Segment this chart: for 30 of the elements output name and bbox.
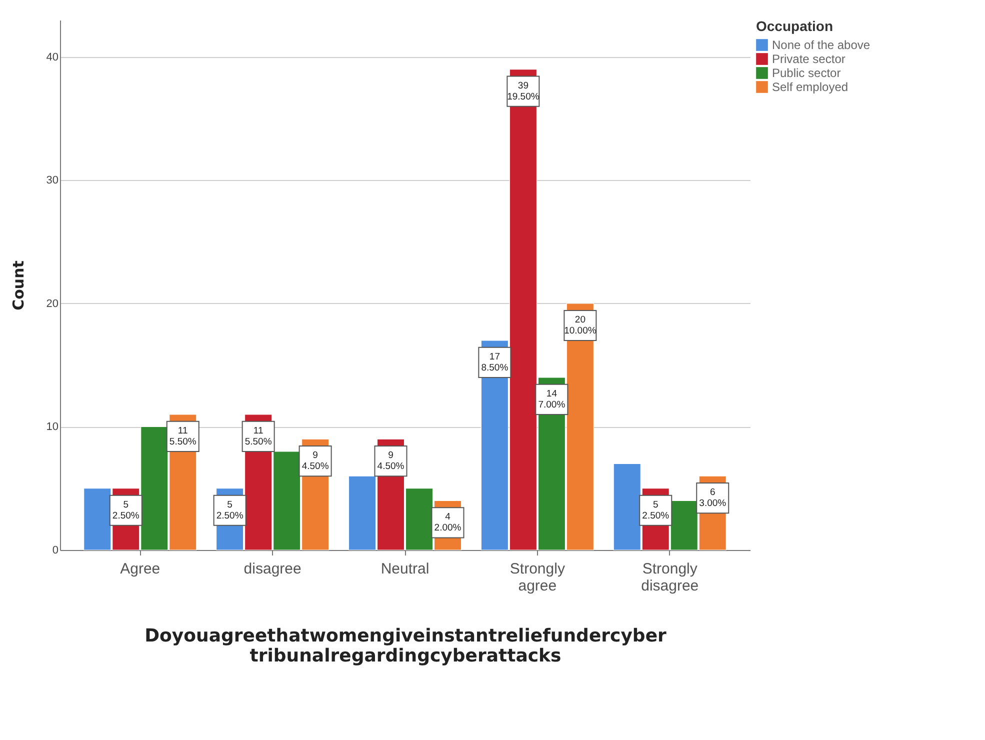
data-label: 11 5.50% — [244, 425, 272, 448]
legend-label: Self employed — [772, 80, 848, 94]
legend-label: None of the above — [772, 38, 870, 52]
legend-label: Public sector — [772, 66, 841, 80]
legend-label: Private sector — [772, 52, 846, 66]
data-label: 9 4.50% — [377, 450, 405, 472]
data-label: 14 7.00% — [538, 388, 566, 410]
data-label: 11 5.50% — [169, 425, 197, 448]
y-axis-title: Count — [9, 260, 28, 310]
x-tick-label: Strongly agree — [510, 560, 566, 594]
x-tick-label: Strongly disagree — [641, 560, 699, 594]
data-label: 17 8.50% — [481, 351, 509, 374]
x-tick-label: Agree — [120, 560, 160, 578]
y-tick-label: 0 — [52, 544, 58, 556]
y-tick-label: 30 — [46, 174, 58, 187]
data-label: 39 19.50% — [507, 80, 540, 102]
data-label: 4 2.00% — [434, 512, 462, 534]
data-label: 6 3.00% — [699, 487, 727, 510]
data-label: 9 4.50% — [302, 450, 330, 472]
data-label: 5 2.50% — [642, 499, 670, 522]
y-tick-label: 40 — [46, 51, 58, 64]
y-tick-label: 10 — [46, 421, 58, 434]
data-label: 20 10.00% — [564, 314, 597, 336]
data-label: 5 2.50% — [216, 499, 244, 522]
x-tick-label: Neutral — [380, 560, 430, 578]
x-tick-label: disagree — [244, 560, 302, 578]
legend-title: Occupation — [756, 18, 834, 34]
x-axis-title: Doyouagreethatwomengiveinstantreliefundercyber tribunalregardingcyberattacks — [144, 626, 667, 666]
data-label: 5 2.50% — [112, 499, 140, 522]
y-tick-label: 20 — [46, 298, 58, 310]
